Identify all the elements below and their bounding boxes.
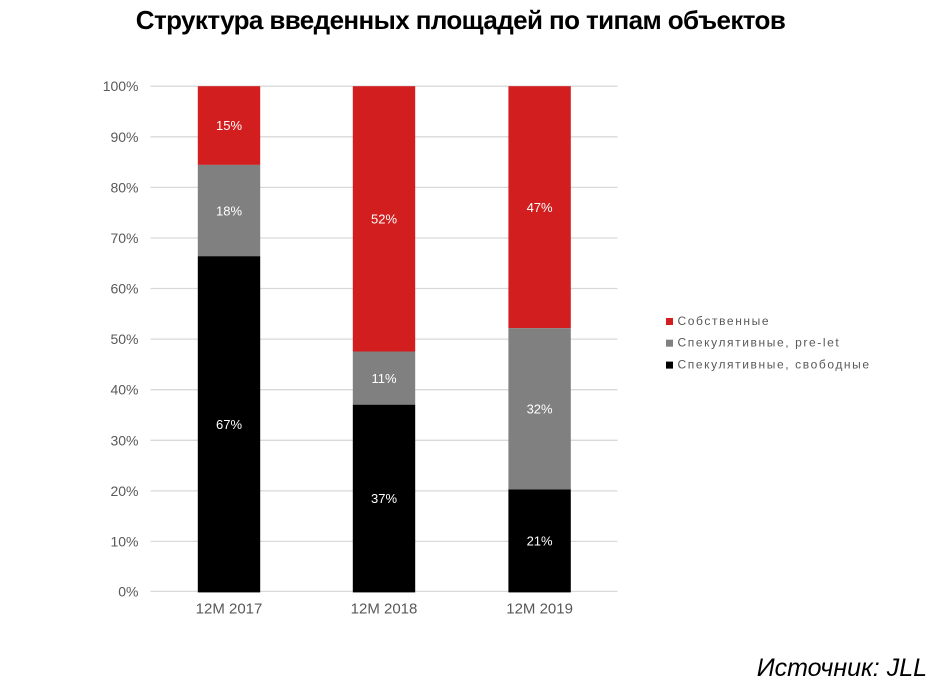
svg-text:Собственные: Собственные: [678, 314, 771, 328]
svg-text:80%: 80%: [110, 179, 138, 195]
svg-text:67%: 67%: [216, 417, 242, 432]
svg-text:37%: 37%: [371, 491, 397, 506]
svg-text:32%: 32%: [527, 402, 553, 417]
svg-text:20%: 20%: [110, 483, 138, 499]
svg-text:Спекулятивные, pre-let: Спекулятивные, pre-let: [678, 336, 841, 350]
svg-text:12M 2018: 12M 2018: [351, 601, 418, 618]
svg-text:12M 2019: 12M 2019: [506, 601, 573, 618]
svg-text:30%: 30%: [110, 432, 138, 448]
svg-text:18%: 18%: [216, 203, 242, 218]
svg-text:0%: 0%: [118, 584, 138, 600]
svg-text:10%: 10%: [110, 533, 138, 549]
svg-text:90%: 90%: [110, 129, 138, 145]
svg-text:12M 2017: 12M 2017: [196, 601, 263, 618]
svg-text:70%: 70%: [110, 230, 138, 246]
svg-text:100%: 100%: [103, 78, 139, 94]
svg-text:Структура введенных площадей п: Структура введенных площадей по типам об…: [136, 5, 785, 35]
svg-text:47%: 47%: [527, 200, 553, 215]
svg-text:Спекулятивные, свободные: Спекулятивные, свободные: [678, 357, 871, 371]
svg-text:11%: 11%: [371, 371, 396, 386]
svg-text:50%: 50%: [110, 331, 138, 347]
svg-text:60%: 60%: [110, 281, 138, 297]
svg-text:21%: 21%: [527, 534, 553, 549]
svg-text:52%: 52%: [371, 212, 397, 227]
svg-text:40%: 40%: [110, 382, 138, 398]
svg-text:Источник: JLL: Источник: JLL: [757, 654, 927, 682]
svg-text:15%: 15%: [216, 118, 242, 133]
